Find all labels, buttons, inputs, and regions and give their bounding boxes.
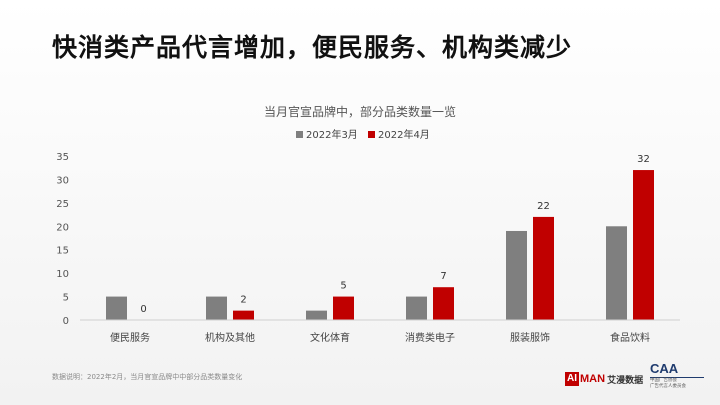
y-tick-label: 0	[63, 316, 69, 327]
bar-1-4	[533, 216, 554, 320]
caa-logo: CAA 中国广告协会 广告代言人委员会	[650, 362, 706, 394]
x-tick-label: 便民服务	[110, 331, 150, 344]
y-tick-label: 30	[56, 175, 69, 186]
x-tick-label: 消费类电子	[405, 331, 455, 344]
bar-1-2	[333, 296, 354, 320]
legend-swatch-0	[296, 131, 303, 138]
y-tick-label: 10	[56, 269, 69, 280]
legend-label-1: 2022年4月	[378, 128, 430, 141]
chart-title: 当月官宣品牌中，部分品类数量一览	[264, 104, 456, 119]
x-tick-label: 食品饮料	[610, 331, 650, 344]
x-tick-label: 服装服饰	[510, 331, 550, 344]
x-tick-label: 文化体育	[310, 331, 350, 344]
x-tick-label: 机构及其他	[205, 331, 255, 344]
legend-label-0: 2022年3月	[306, 128, 358, 141]
aiman-logo: AI MAN 艾漫数据	[565, 372, 644, 386]
x-axis: 便民服务 机构及其他 文化体育 消费类电子 服装服饰 食品饮料	[80, 319, 680, 344]
data-footnote: 数据说明：2022年2月，当月官宣品牌中中部分品类数量变化	[52, 373, 243, 381]
y-tick-label: 20	[56, 222, 69, 233]
bar-0-2	[306, 310, 327, 320]
page-headline: 快消类产品代言增加，便民服务、机构类减少	[52, 33, 573, 62]
y-tick-label: 25	[56, 199, 69, 210]
y-tick-label: 5	[63, 293, 69, 304]
bar-0-3	[406, 296, 427, 320]
bar-0-4	[506, 230, 527, 320]
y-tick-label: 15	[56, 246, 69, 257]
data-label: 32	[637, 154, 650, 165]
bar-series: 0 2 5 7 22 32	[106, 154, 654, 320]
data-label: 0	[140, 304, 146, 315]
bar-1-1	[233, 310, 254, 320]
bar-1-3	[433, 287, 454, 320]
legend-swatch-1	[368, 131, 375, 138]
data-label: 5	[340, 281, 346, 292]
bar-1-5	[633, 170, 654, 320]
bar-0-5	[606, 226, 627, 320]
data-label: 2	[240, 295, 246, 306]
bar-0-1	[206, 296, 227, 320]
data-label: 7	[440, 271, 446, 282]
chart-legend: 2022年3月 2022年4月	[296, 128, 430, 141]
data-label: 22	[537, 201, 550, 212]
bar-0-0	[106, 296, 127, 320]
y-axis: 0 5 10 15 20 25 30 35	[56, 152, 69, 327]
y-tick-label: 35	[56, 152, 69, 163]
